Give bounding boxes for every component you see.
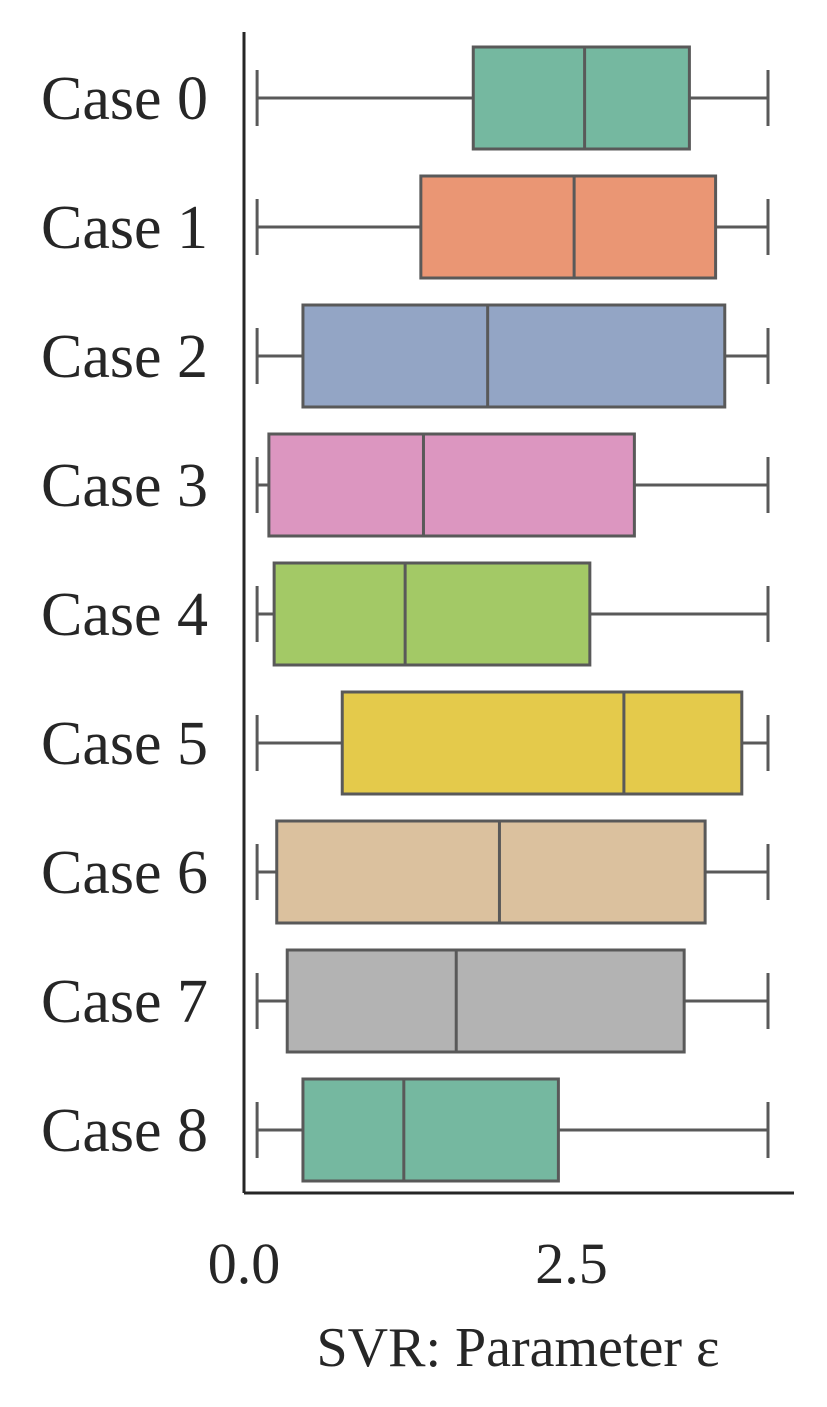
category-label: Case 5 — [41, 710, 208, 778]
box-group — [255, 432, 770, 538]
category-label: Case 1 — [41, 194, 208, 262]
category-label: Case 7 — [41, 968, 208, 1036]
x-tick-labels: 0.0 2.5 — [208, 1231, 608, 1296]
box-group — [255, 561, 770, 667]
category-label: Case 8 — [41, 1097, 208, 1165]
iqr-box — [301, 1077, 560, 1183]
iqr-box — [419, 174, 718, 280]
box-group — [255, 45, 770, 151]
box-group — [255, 819, 770, 925]
box-group — [255, 948, 770, 1054]
category-label: Case 3 — [41, 452, 208, 520]
category-labels: Case 0 Case 1 Case 2 Case 3 Case 4 Case 5 Case… — [41, 65, 208, 1165]
category-label: Case 4 — [41, 581, 208, 649]
box-group — [255, 690, 770, 796]
box-group — [255, 303, 770, 409]
category-label: Case 0 — [41, 65, 208, 133]
iqr-box — [267, 432, 636, 538]
iqr-box — [285, 948, 686, 1054]
iqr-box — [301, 303, 727, 409]
iqr-box — [340, 690, 744, 796]
iqr-box — [275, 819, 707, 925]
boxes-layer — [255, 45, 770, 1183]
x-tick-label: 2.5 — [535, 1231, 608, 1296]
iqr-box — [272, 561, 592, 667]
x-axis-title: SVR: Parameter ε — [317, 1317, 720, 1379]
iqr-box — [471, 45, 691, 151]
box-group — [255, 1077, 770, 1183]
category-label: Case 6 — [41, 839, 208, 907]
box-group — [255, 174, 770, 280]
x-tick-label: 0.0 — [208, 1231, 281, 1296]
category-label: Case 2 — [41, 323, 208, 391]
